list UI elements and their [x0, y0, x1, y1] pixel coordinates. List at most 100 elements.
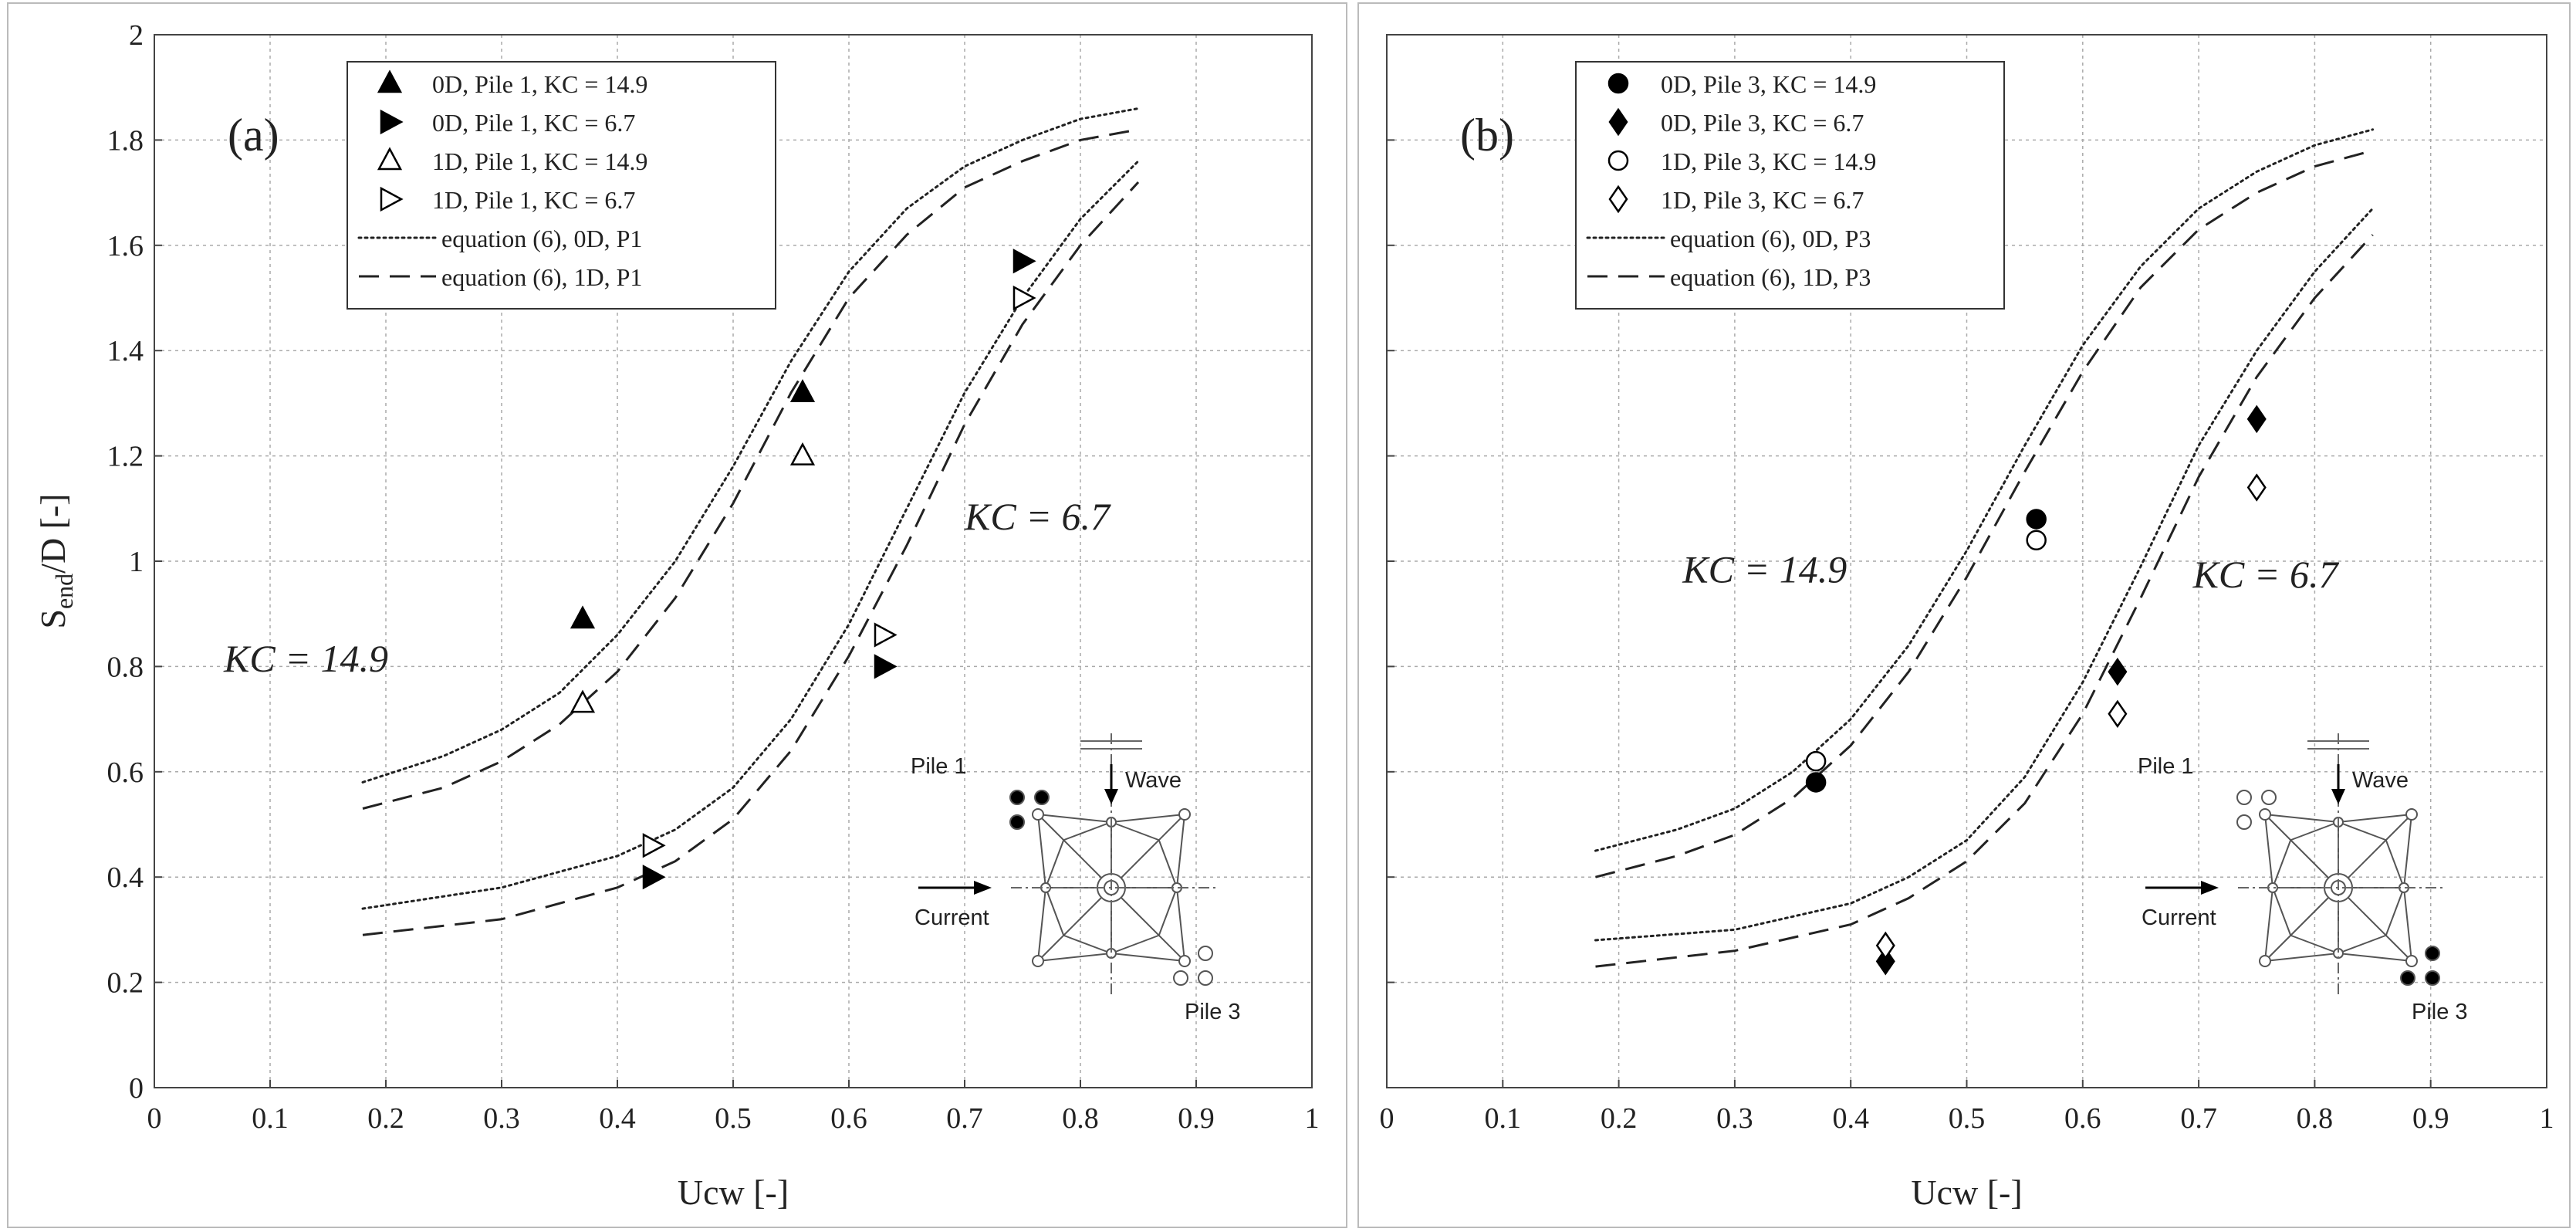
y-tick-label: 0: [129, 1072, 144, 1105]
curve-dashed: [1595, 234, 2374, 968]
pile3-marker: [1198, 970, 1213, 986]
pile1-marker: [2261, 790, 2277, 805]
pile3-marker: [1198, 946, 1213, 961]
wave-label: Wave: [2352, 768, 2409, 793]
curve-dotted: [361, 107, 1140, 784]
data-point: [1875, 947, 1895, 976]
x-axis-title: Ucw [-]: [1911, 1173, 2022, 1212]
pile3-marker: [1173, 970, 1188, 986]
panel-label: (a): [228, 110, 279, 161]
legend-label: 1D, Pile 3, KC = 14.9: [1661, 147, 1876, 175]
jacket-brace: [2272, 839, 2292, 888]
jacket-brace: [2272, 887, 2292, 936]
x-axis-title: Ucw [-]: [678, 1173, 789, 1212]
data-point: [570, 605, 596, 629]
legend-label: 1D, Pile 1, KC = 6.7: [432, 186, 635, 214]
kc-annotation: KC = 14.9: [1682, 547, 1847, 591]
jacket-schematic: Wave Current Pile 1 Pile 3: [2138, 733, 2468, 1024]
legend-marker: [377, 69, 403, 93]
jacket-brace: [1045, 839, 1065, 888]
x-tick-label: 0.1: [1485, 1102, 1522, 1135]
legend-marker: [1608, 184, 1628, 214]
data-point: [1012, 285, 1036, 311]
x-tick-label: 0.2: [1601, 1102, 1638, 1135]
legend-label: 0D, Pile 3, KC = 6.7: [1661, 109, 1864, 137]
jacket-diagonal: [2338, 887, 2412, 962]
jacket-diagonal: [2264, 887, 2339, 962]
legend-label: equation (6), 1D, P1: [441, 263, 642, 291]
jacket-diagonal: [2264, 814, 2339, 888]
legend-marker: [1607, 150, 1629, 171]
legend-box: [1575, 61, 2005, 310]
y-tick-label: 1: [129, 546, 144, 578]
legend-label: equation (6), 0D, P1: [441, 225, 642, 252]
y-axis-title-sub: end: [50, 574, 78, 609]
jacket-brace: [2290, 821, 2339, 841]
x-tick-label: 0.2: [367, 1102, 404, 1135]
panel-frame: [1357, 2, 2571, 1228]
y-tick-label: 0.2: [107, 967, 144, 1000]
data-point: [874, 654, 898, 679]
jacket-brace: [1158, 839, 1178, 888]
pile3-label: Pile 3: [1185, 1000, 1241, 1024]
wave-label: Wave: [1125, 768, 1182, 793]
data-point: [642, 865, 666, 890]
data-point: [642, 833, 666, 858]
pile1-marker: [2236, 790, 2252, 805]
y-tick-label: 1.4: [107, 335, 144, 367]
x-tick-label: 0: [1380, 1102, 1394, 1135]
current-arrow: [2201, 881, 2219, 895]
data-point: [2108, 658, 2128, 686]
data-point: [1805, 772, 1827, 793]
y-tick-label: 1.6: [107, 230, 144, 262]
data-point: [2108, 699, 2128, 728]
panel-frame: [7, 2, 1347, 1228]
pile1-label: Pile 1: [911, 754, 967, 779]
legend-label: 0D, Pile 1, KC = 6.7: [432, 109, 635, 137]
jacket-schematic: Wave Current Pile 1 Pile 3: [911, 733, 1241, 1024]
y-axis-title-suffix: /D [-]: [33, 493, 73, 573]
data-point: [789, 379, 816, 403]
jacket-brace: [2385, 887, 2405, 936]
legend-label: 0D, Pile 3, KC = 14.9: [1661, 70, 1876, 98]
pile1-label: Pile 1: [2138, 754, 2194, 779]
data-point: [1805, 750, 1827, 772]
data-point: [1012, 249, 1036, 274]
x-tick-label: 0.4: [599, 1102, 636, 1135]
x-tick-label: 0.3: [1716, 1102, 1753, 1135]
jacket-diagonal: [1037, 887, 1112, 962]
jacket-diagonal: [1037, 814, 1112, 888]
jacket-brace: [1111, 821, 1160, 841]
pile3-marker: [2400, 970, 2415, 986]
legend: 0D, Pile 3, KC = 14.9 0D, Pile 3, KC = 6.…: [1575, 61, 2005, 310]
legend-marker: [1607, 73, 1629, 94]
y-tick-label: 0.8: [107, 651, 144, 683]
x-tick-label: 0.5: [715, 1102, 752, 1135]
y-tick-label: 0.6: [107, 756, 144, 789]
curve-dotted: [1594, 207, 2375, 942]
jacket-leg: [2259, 808, 2271, 821]
chart-panel-a: 0 0.1 0.2 0.3 0.4 0.5 0.6 0.7 0.8 0.9 1 0 0.2 0.4 0.6 0…: [7, 2, 1347, 1228]
pile3-label: Pile 3: [2412, 1000, 2468, 1024]
jacket-brace: [2338, 821, 2387, 841]
x-tick-label: 1: [1305, 1102, 1320, 1135]
legend-box: [347, 61, 776, 310]
y-tick-label: 2: [129, 19, 144, 52]
y-tick-label: 0.4: [107, 861, 144, 894]
x-tick-label: 0.9: [1178, 1102, 1215, 1135]
legend-label: 1D, Pile 3, KC = 6.7: [1661, 186, 1864, 214]
kc-annotation: KC = 6.7: [2192, 553, 2340, 596]
jacket-leg: [2405, 808, 2418, 821]
legend-label: 1D, Pile 1, KC = 14.9: [432, 147, 647, 175]
x-tick-label: 0.6: [2064, 1102, 2101, 1135]
jacket-brace: [1045, 887, 1065, 936]
current-label: Current: [914, 905, 989, 930]
jacket-leg: [2405, 955, 2418, 967]
jacket-leg: [2259, 955, 2271, 967]
x-tick-label: 1: [2540, 1102, 2554, 1135]
legend-marker: [380, 186, 404, 212]
x-tick-label: 0.3: [483, 1102, 520, 1135]
jacket-brace: [1063, 934, 1112, 954]
pile1-marker: [1009, 814, 1025, 830]
